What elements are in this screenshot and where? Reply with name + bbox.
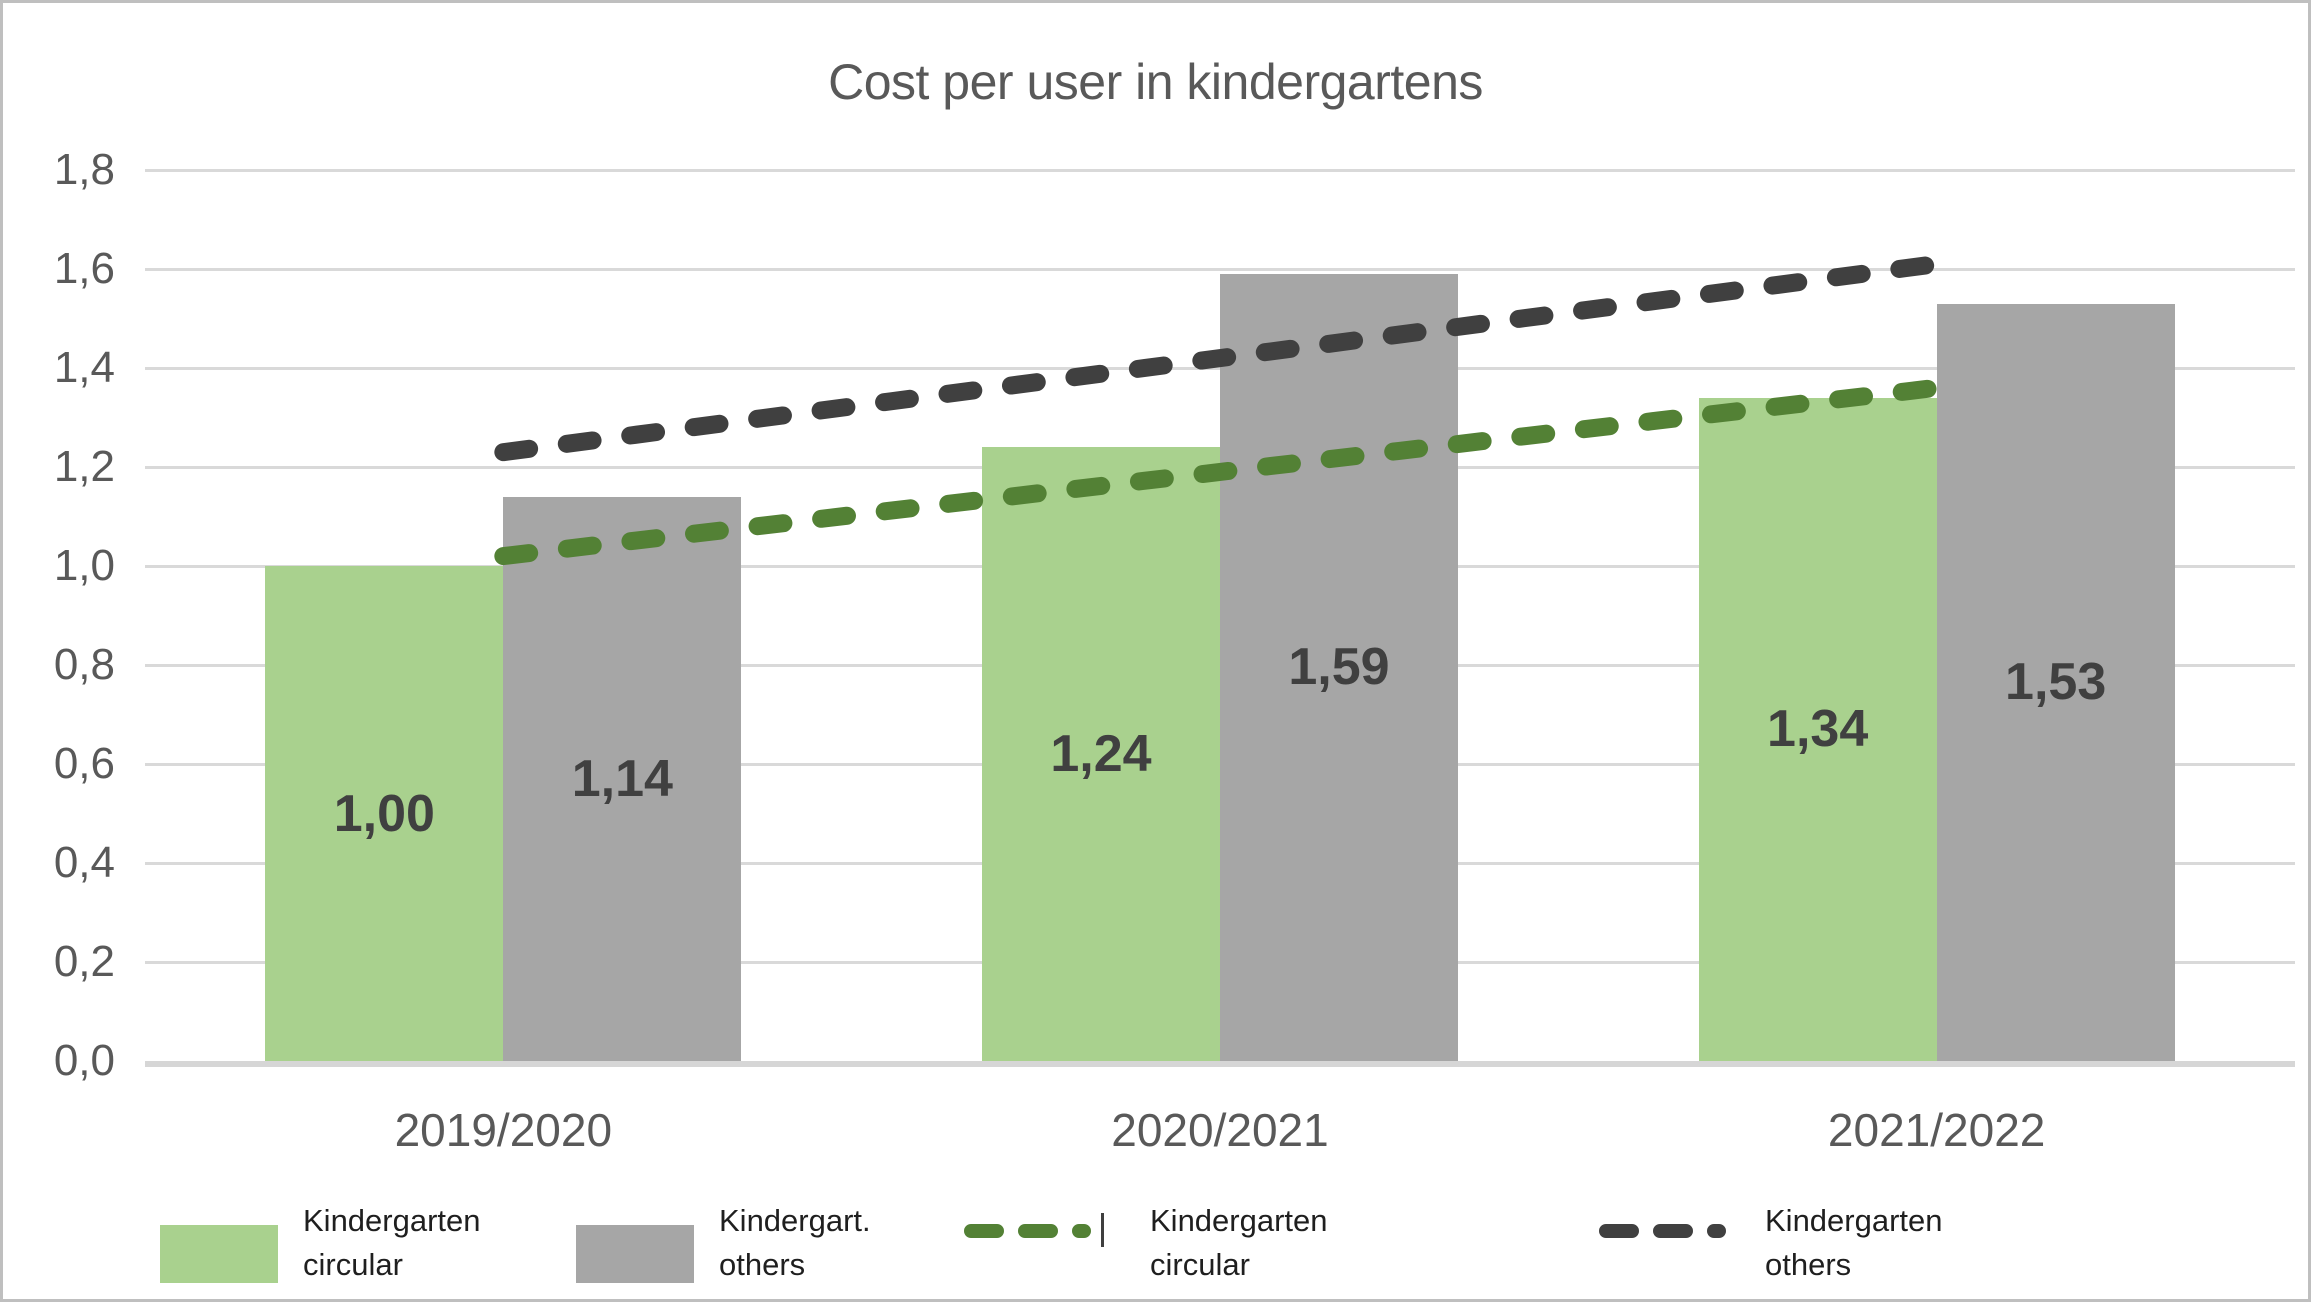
y-tick-label: 0,0 bbox=[53, 1036, 115, 1085]
bar-value-label: 1,14 bbox=[571, 749, 673, 808]
legend-item-label: Kindergarten circular bbox=[303, 1203, 481, 1282]
bar-value-label: 1,00 bbox=[333, 784, 435, 843]
x-category-label: 2021/2022 bbox=[1827, 1104, 2046, 1156]
bar-kindergart-others bbox=[1936, 303, 2175, 1061]
y-tick-label: 1,4 bbox=[53, 343, 115, 392]
gridline bbox=[145, 267, 2295, 271]
bar-value-label: 1,34 bbox=[1767, 700, 1869, 759]
bar-kindergart-others bbox=[503, 496, 742, 1061]
chart-title: Cost per user in kindergartens bbox=[828, 54, 1483, 110]
legend-item-label: Kindergarten others bbox=[1765, 1203, 1943, 1282]
y-tick-label: 0,6 bbox=[53, 739, 115, 788]
legend-swatch-icon bbox=[576, 1225, 694, 1283]
x-category-label: 2019/2020 bbox=[394, 1104, 613, 1156]
y-tick-label: 1,0 bbox=[53, 541, 115, 590]
legend-dash-icon bbox=[1599, 1224, 1746, 1238]
y-tick-label: 0,4 bbox=[53, 838, 115, 887]
gridline bbox=[145, 168, 2295, 172]
x-axis-line bbox=[145, 1061, 2295, 1067]
x-category-label: 2020/2021 bbox=[1111, 1104, 1329, 1156]
legend-end-tick bbox=[1101, 1213, 1104, 1247]
legend-item-label: Kindergarten circular bbox=[1150, 1203, 1328, 1282]
y-tick-label: 1,2 bbox=[53, 442, 115, 491]
legend-swatch-icon bbox=[160, 1225, 278, 1283]
y-tick-label: 1,8 bbox=[53, 145, 115, 194]
bar-kindergarten-circular bbox=[265, 566, 504, 1061]
y-tick-label: 0,8 bbox=[53, 640, 115, 689]
bar-value-label: 1,24 bbox=[1050, 725, 1152, 784]
legend-dash-icon bbox=[964, 1224, 1111, 1238]
bar-value-label: 1,59 bbox=[1288, 638, 1390, 697]
bar-value-label: 1,53 bbox=[2005, 653, 2107, 712]
y-tick-label: 1,6 bbox=[53, 244, 115, 293]
y-tick-label: 0,2 bbox=[53, 937, 115, 986]
legend-item-label: Kindergart. others bbox=[719, 1203, 871, 1282]
